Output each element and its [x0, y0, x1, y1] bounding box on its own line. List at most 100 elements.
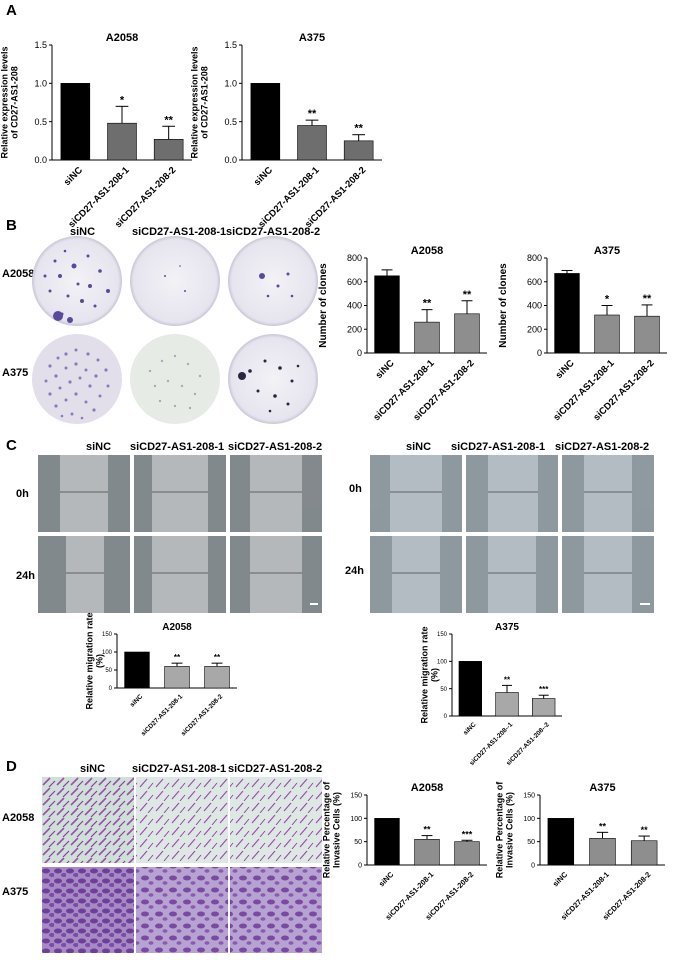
bar-2 [634, 315, 660, 354]
significance-2: ** [463, 289, 472, 301]
bar-0 [124, 651, 150, 689]
colony-dish-grid [32, 236, 318, 424]
y-tick-label: 0 [357, 348, 362, 358]
wound-healing-left-grid [38, 455, 322, 613]
bar-1 [594, 314, 620, 354]
y-tick-label: 200 [527, 324, 542, 334]
c-left-col-si2: siCD27-AS1-208-2 [228, 441, 323, 453]
bar-2 [153, 139, 184, 161]
bar-0 [458, 661, 483, 717]
x-tick-label-0: siNC [551, 870, 570, 889]
dish-a2058-si1 [130, 236, 220, 326]
y-tick-label: 1.5 [224, 40, 237, 50]
y-tick-label: 0.5 [224, 117, 237, 127]
significance-1: ** [599, 821, 607, 831]
significance-2: ** [214, 653, 221, 662]
y-tick-label: 800 [347, 253, 362, 263]
d-col-sinc: siNC [80, 763, 106, 775]
chart-5-group: A375 Relative migration rate(%) 0 50 100 150 s… [419, 622, 562, 767]
dish-a2058-sinc [32, 236, 122, 326]
panel-label-b: B [6, 217, 17, 234]
y-tick-label: 0.0 [224, 155, 237, 165]
y-tick-label: 1.5 [34, 40, 47, 50]
chart-title: A375 [495, 622, 519, 633]
dish-a375-sinc [32, 334, 122, 424]
y-tick-label: 0 [358, 862, 362, 869]
y-axis-label: Relative migration rate(%) [419, 626, 439, 723]
chart-a-a2058: A2058 Relative expression levelsof CD27-A… [0, 32, 192, 230]
x-tick-label-0: siNC [554, 358, 577, 381]
significance-2: ** [354, 123, 363, 135]
y-tick-label: 150 [102, 632, 113, 638]
bar-1 [589, 838, 616, 866]
y-axis-label: Relative Percentage ofInvasive Cells (%) [494, 781, 514, 879]
c-right-col-sinc: siNC [406, 441, 432, 453]
d-row-a375: A375 [2, 886, 29, 898]
chart-d-a2058: A2058 Relative Percentage ofInvasive Cell… [321, 781, 487, 922]
x-tick-label-0: siNC [377, 870, 396, 889]
significance-1: ** [423, 825, 431, 835]
y-tick-label: 600 [527, 277, 542, 287]
bar-2 [630, 840, 658, 866]
bar-0 [60, 83, 91, 161]
bar-1 [495, 692, 519, 717]
bar-1 [107, 122, 137, 161]
dish-a2058-si2 [228, 236, 318, 326]
chart-title: A2058 [411, 245, 443, 257]
x-tick-label-0: siNC [62, 165, 85, 188]
bar-1 [297, 125, 327, 161]
significance-1: ** [174, 653, 181, 662]
y-tick-label: 0 [537, 348, 542, 358]
significance-2: ** [164, 114, 173, 126]
chart-4-group: A2058 Relative migration rate(%) 0 50 100 150… [84, 612, 237, 738]
y-tick-label: 50 [527, 839, 535, 846]
y-tick-label: 400 [527, 301, 542, 311]
y-tick-label: 800 [527, 253, 542, 263]
c-right-row-24h: 24h [345, 565, 364, 577]
chart-b-a2058: A2058 Number of clones 0 200 400 600 800 siNC **… [318, 245, 487, 423]
bar-0 [374, 275, 400, 354]
y-tick-label: 100 [350, 816, 362, 823]
y-axis-label: Number of clones [498, 263, 509, 348]
c-right-col-si2: siCD27-AS1-208-2 [555, 441, 650, 453]
significance-2: ** [643, 293, 652, 305]
panel-label-a: A [6, 2, 17, 19]
chart-title: A2058 [411, 782, 443, 794]
bar-1 [414, 839, 440, 866]
x-tick-label-0: siNC [462, 721, 478, 737]
b-row-a375: A375 [2, 367, 29, 379]
c-left-col-si1: siCD27-AS1-208-1 [130, 441, 225, 453]
chart-title: A2058 [106, 32, 138, 44]
significance-1: ** [504, 675, 511, 684]
bar-0 [554, 273, 580, 354]
y-tick-label: 100 [102, 650, 113, 656]
d-col-si2: siCD27-AS1-208-2 [228, 763, 323, 775]
chart-1-group: A375 Relative expression levelsof CD27-AS… [189, 32, 382, 230]
chart-c-a2058: A2058 Relative migration rate(%) 0 50 100 150… [84, 612, 237, 738]
bar-0 [547, 818, 575, 866]
invasion-stain-grid [42, 777, 322, 953]
y-tick-label: 100 [437, 659, 448, 665]
significance-2: *** [462, 829, 473, 839]
chart-title: A2058 [162, 622, 192, 633]
bar-2 [204, 666, 230, 689]
significance-1: * [605, 294, 610, 306]
bar-2 [343, 140, 374, 161]
chart-0-group: A2058 Relative expression levelsof CD27-A… [0, 32, 192, 230]
bar-2 [532, 698, 556, 717]
y-tick-label: 150 [437, 632, 448, 638]
chart-7-group: A375 Relative Percentage ofInvasive Cells… [494, 781, 665, 922]
y-axis-label: Relative expression levelsof CD27-AS1-20… [189, 46, 209, 158]
x-tick-label-0: siNC [129, 693, 145, 709]
panel-label-d: D [6, 758, 17, 775]
y-axis-label: Relative migration rate(%) [84, 612, 104, 709]
chart-c-a375: A375 Relative migration rate(%) 0 50 100 150 s… [419, 622, 562, 767]
c-right-col-si1: siCD27-AS1-208-1 [451, 441, 546, 453]
b-col-si1: siCD27-AS1-208-1 [132, 226, 227, 238]
y-tick-label: 1.0 [34, 78, 47, 88]
y-tick-label: 0 [444, 714, 448, 720]
x-tick-label-0: siNC [374, 358, 397, 381]
y-tick-label: 400 [347, 301, 362, 311]
